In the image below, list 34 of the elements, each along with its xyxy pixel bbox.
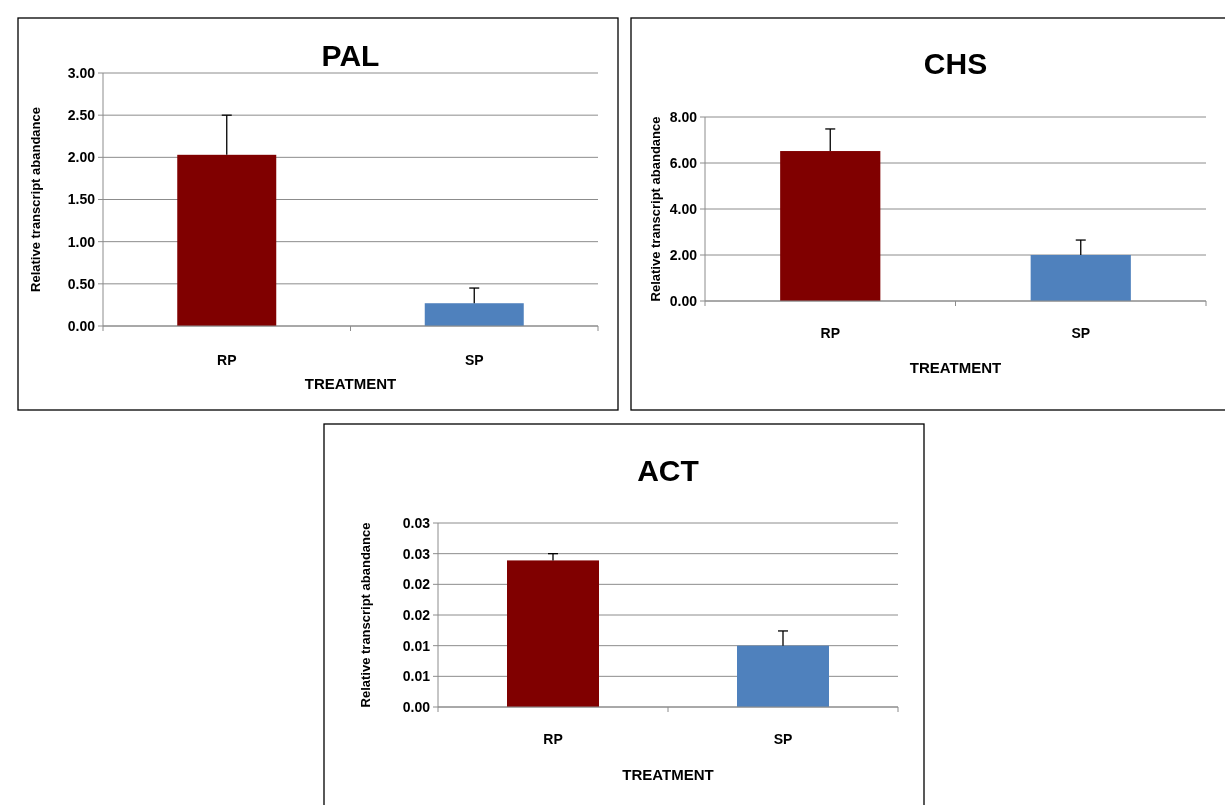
- y-tick-label: 0.50: [67, 275, 96, 292]
- y-tick-label: 3.00: [67, 64, 96, 81]
- y-tick-label: 0.03: [402, 514, 431, 531]
- chart-title: PAL: [321, 39, 380, 72]
- y-tick-label: 0.01: [402, 637, 431, 654]
- x-axis-title: TREATMENT: [622, 766, 714, 783]
- x-axis-title: TREATMENT: [304, 375, 397, 392]
- y-tick-label: 1.00: [67, 233, 96, 250]
- x-tick-label: RP: [820, 325, 840, 341]
- chart-title: ACT: [637, 454, 699, 487]
- y-tick-label: 4.00: [669, 200, 698, 217]
- x-tick-label: SP: [773, 731, 793, 747]
- y-tick-label: 0.00: [669, 292, 698, 309]
- y-tick-label: 0.00: [67, 317, 96, 334]
- y-axis-title: Relative transcript abandance: [648, 116, 663, 302]
- y-tick-label: 1.50: [67, 191, 96, 208]
- y-tick-label: 2.50: [67, 107, 96, 124]
- y-tick-label: 0.02: [402, 606, 431, 623]
- y-tick-label: 8.00: [669, 108, 698, 125]
- y-tick-label: 0.01: [402, 668, 431, 685]
- y-axis-title: Relative transcript abandance: [28, 107, 43, 292]
- y-tick-label: 2.00: [669, 246, 698, 263]
- chart-title: CHS: [923, 47, 988, 80]
- x-tick-label: SP: [1071, 325, 1091, 341]
- y-tick-label: 0.00: [402, 698, 431, 715]
- x-tick-label: RP: [543, 731, 563, 747]
- y-axis-title: Relative transcript abandance: [358, 522, 373, 708]
- y-tick-label: 0.03: [402, 545, 431, 562]
- x-axis-title: TREATMENT: [909, 359, 1002, 376]
- x-tick-label: SP: [464, 352, 484, 368]
- y-tick-label: 2.00: [67, 149, 96, 166]
- y-tick-label: 0.02: [402, 576, 431, 593]
- x-tick-label: RP: [217, 352, 237, 368]
- y-tick-label: 6.00: [669, 154, 698, 171]
